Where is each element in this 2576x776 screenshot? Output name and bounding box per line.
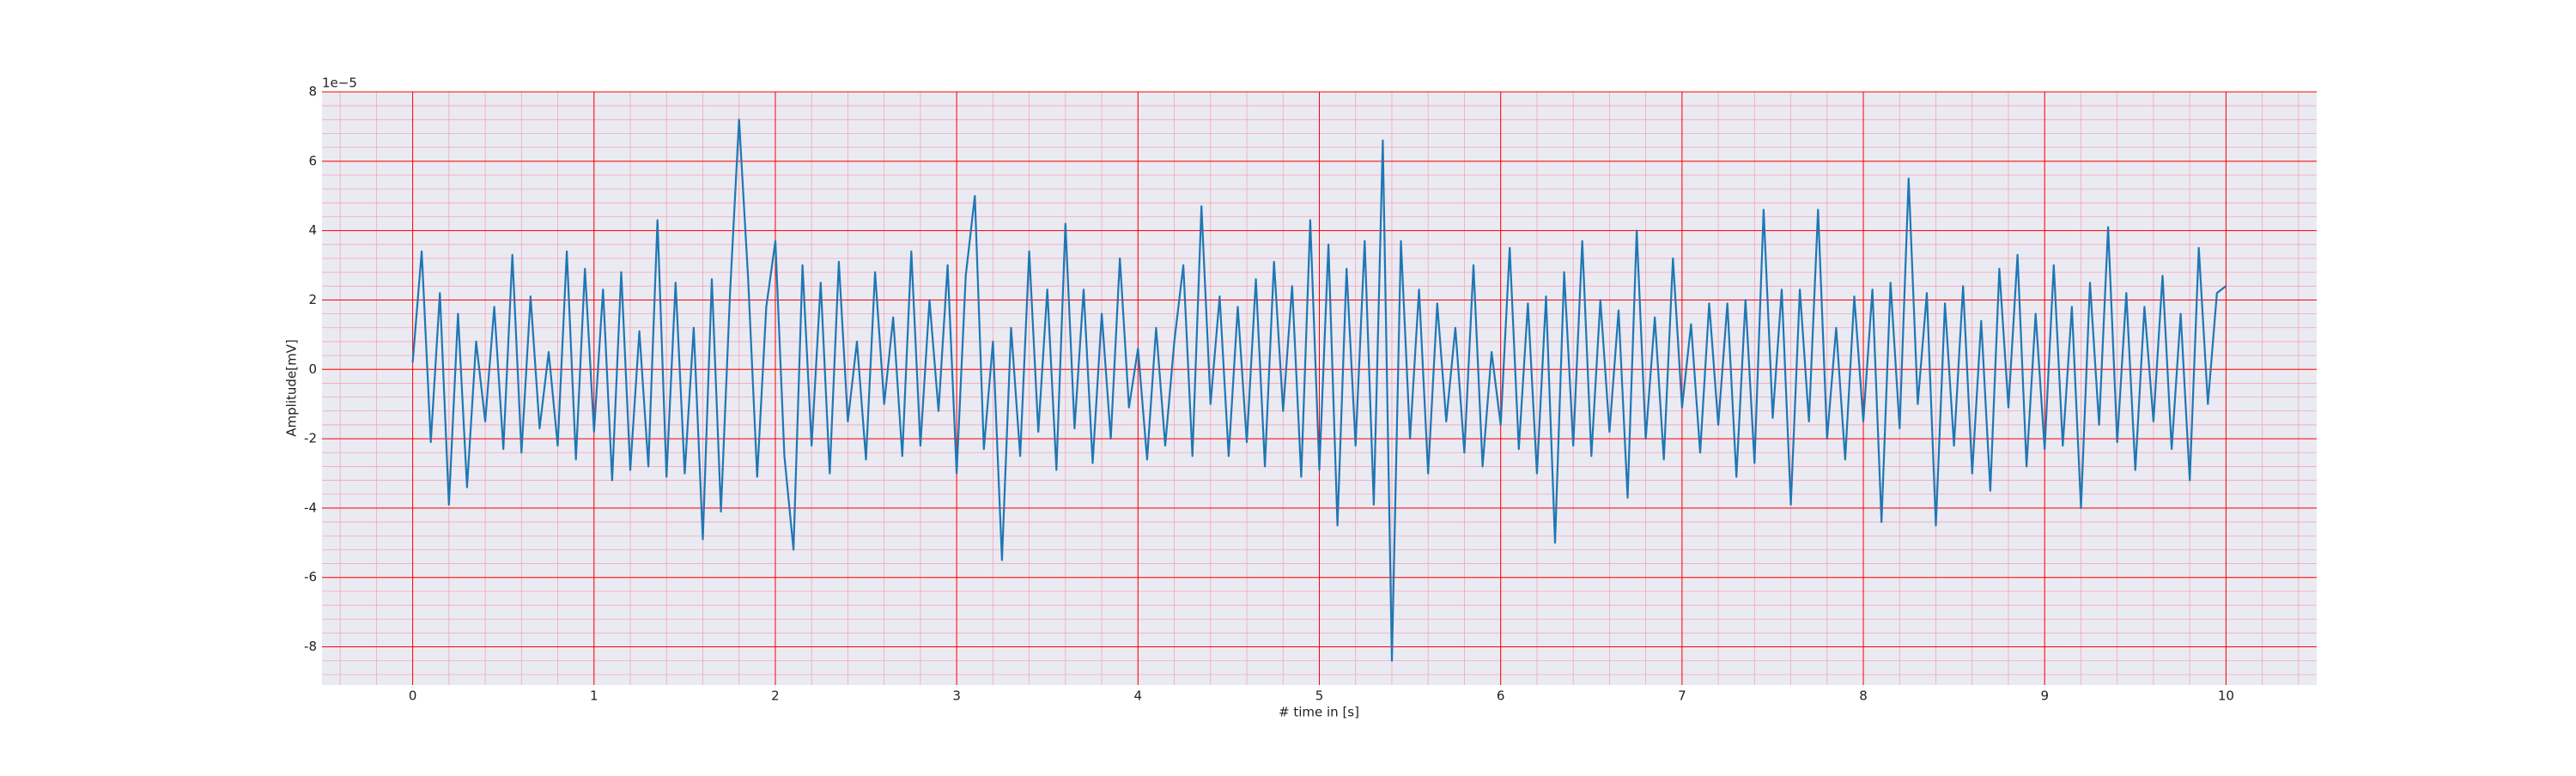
- y-tick-label: -4: [304, 500, 317, 515]
- y-tick-label: -6: [304, 569, 317, 585]
- x-tick-label: 7: [1678, 688, 1686, 704]
- x-tick-label: 3: [952, 688, 961, 704]
- x-tick-label: 8: [1859, 688, 1868, 704]
- y-tick-label: 4: [308, 222, 317, 238]
- x-axis-label: # time in [s]: [1279, 705, 1359, 720]
- y-offset-label: 1e−5: [322, 76, 357, 91]
- y-tick-label: 6: [308, 153, 317, 168]
- y-tick-label: -2: [304, 431, 317, 446]
- x-tick-label: 5: [1315, 688, 1324, 704]
- y-tick-label: 2: [308, 292, 317, 307]
- x-tick-label: 10: [2218, 688, 2234, 704]
- y-axis-label: Amplitude[mV]: [284, 339, 300, 436]
- x-tick-label: 9: [2040, 688, 2049, 704]
- x-tick-label: 4: [1134, 688, 1143, 704]
- y-tick-label: -8: [304, 639, 317, 654]
- x-tick-label: 6: [1497, 688, 1505, 704]
- y-tick-label: 0: [308, 361, 317, 377]
- x-tick-label: 0: [409, 688, 417, 704]
- x-tick-label: 2: [771, 688, 780, 704]
- series-line: [411, 118, 2227, 662]
- y-tick-label: 8: [308, 84, 317, 100]
- x-tick-label: 1: [590, 688, 598, 704]
